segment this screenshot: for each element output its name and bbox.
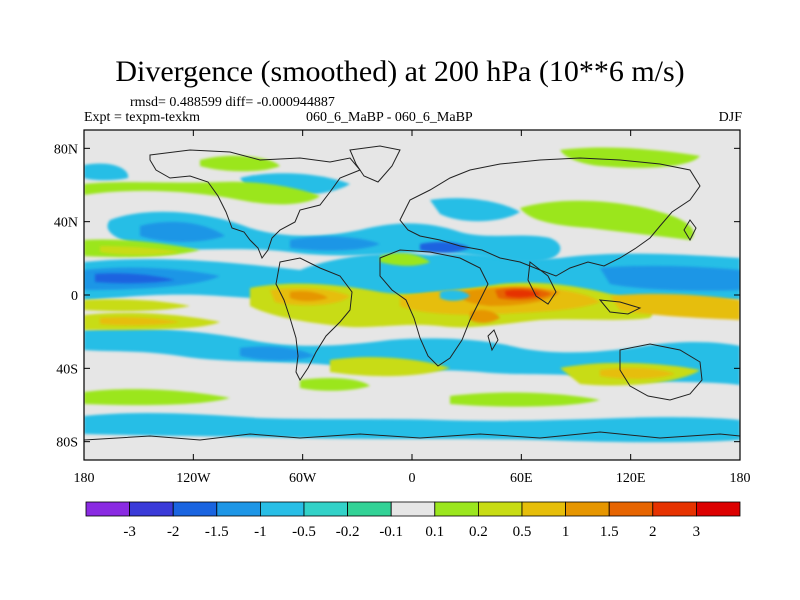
- field-region: [440, 289, 470, 301]
- colorbar: -3 -2 -1.5 -1 -0.5 -0.2 -0.1 0.1 0.2 0.5 1 1.5 2 3: [85, 501, 741, 540]
- colorbar-label: -2: [167, 524, 180, 540]
- field-region: [290, 291, 328, 301]
- field-region: [600, 265, 740, 291]
- y-axis: 80N 40N 0 40S 80S: [54, 142, 740, 451]
- coastlines: [84, 145, 740, 441]
- coastline-australia: [619, 343, 703, 401]
- field-region: [84, 181, 320, 205]
- colorbar-label: -3: [123, 524, 136, 540]
- y-tick-label: 80S: [56, 436, 78, 451]
- colorbar-swatch: [390, 501, 436, 517]
- x-tick-label: 180: [74, 471, 95, 486]
- colorbar-swatch: [434, 501, 479, 517]
- coastline-north-america: [149, 149, 361, 260]
- x-tick-label: 180: [730, 471, 751, 486]
- comparison-label: 060_6_MaBP - 060_6_MaBP: [306, 110, 473, 125]
- x-tick-label: 120E: [616, 471, 646, 486]
- field-region: [140, 221, 225, 242]
- x-axis: 180 120W 60W 0 60E 120E 180: [74, 130, 751, 486]
- colorbar-label: 1.5: [600, 524, 619, 540]
- colorbar-label: -1.5: [205, 524, 229, 540]
- field-region: [430, 198, 520, 222]
- y-tick-label: 40S: [56, 362, 78, 377]
- field-region: [450, 392, 600, 407]
- colorbar-swatch: [216, 501, 261, 517]
- field-region: [300, 378, 370, 391]
- field-region: [610, 293, 740, 320]
- colorbar-swatch: [652, 501, 697, 517]
- coastline-indonesia: [598, 299, 642, 315]
- colorbar-swatch: [521, 501, 566, 517]
- field-region: [84, 163, 129, 181]
- field-region: [95, 273, 175, 284]
- colorbar-swatch: [565, 501, 610, 517]
- colorbar-swatch: [259, 501, 305, 517]
- y-tick-label: 0: [71, 289, 78, 304]
- field-region: [290, 236, 380, 251]
- colorbar-label: -0.5: [292, 524, 316, 540]
- field-region: [520, 200, 694, 240]
- colorbar-label: 3: [693, 524, 701, 540]
- map-title: Divergence (smoothed) at 200 hPa (10**6 …: [115, 55, 685, 88]
- colorbar-swatch: [608, 501, 654, 517]
- coastline-greenland: [349, 145, 401, 183]
- x-tick-label: 0: [409, 471, 416, 486]
- coastline-india-sea: [527, 261, 557, 305]
- coastline-antarctica: [84, 431, 740, 441]
- divergence-field: [84, 147, 740, 443]
- colorbar-swatch: [347, 501, 392, 517]
- coastline-japan: [683, 219, 697, 242]
- colorbar-swatch: [477, 501, 523, 517]
- colorbar-label: -0.1: [379, 524, 403, 540]
- colorbar-swatch: [172, 501, 218, 517]
- colorbar-swatch: [303, 501, 348, 517]
- field-region: [84, 412, 740, 443]
- colorbar-label: -0.2: [336, 524, 360, 540]
- x-tick-label: 60W: [289, 471, 317, 486]
- field-region: [470, 310, 500, 323]
- coastline-south-america: [275, 257, 353, 381]
- field-region: [420, 241, 470, 253]
- field-region: [240, 346, 315, 361]
- colorbar-swatch: [696, 501, 741, 517]
- coastline-africa: [379, 249, 489, 367]
- x-tick-label: 60E: [510, 471, 533, 486]
- field-region: [330, 357, 450, 377]
- colorbar-swatch: [129, 501, 174, 517]
- y-tick-label: 40N: [54, 216, 78, 231]
- coastline-madagascar: [487, 329, 499, 352]
- field-region: [100, 246, 180, 255]
- coastline-europe-asia: [399, 157, 701, 277]
- field-region: [84, 389, 230, 406]
- colorbar-label: 2: [649, 524, 657, 540]
- field-region: [505, 290, 540, 298]
- stats-label: rmsd= 0.488599 diff= -0.000944887: [130, 95, 335, 110]
- colorbar-label: 0.2: [469, 524, 488, 540]
- y-tick-label: 80N: [54, 142, 78, 157]
- field-region: [600, 367, 675, 379]
- season-label: DJF: [718, 110, 742, 125]
- field-region: [560, 147, 700, 168]
- x-tick-label: 120W: [176, 471, 211, 486]
- field-region: [100, 317, 180, 326]
- experiment-label: Expt = texpm-texkm: [84, 110, 200, 125]
- field-region: [380, 253, 430, 266]
- colorbar-label: 0.1: [425, 524, 444, 540]
- colorbar-label: 1: [562, 524, 570, 540]
- colorbar-label: 0.5: [513, 524, 532, 540]
- colorbar-swatch: [85, 501, 130, 517]
- colorbar-label: -1: [254, 524, 267, 540]
- field-region: [84, 299, 190, 312]
